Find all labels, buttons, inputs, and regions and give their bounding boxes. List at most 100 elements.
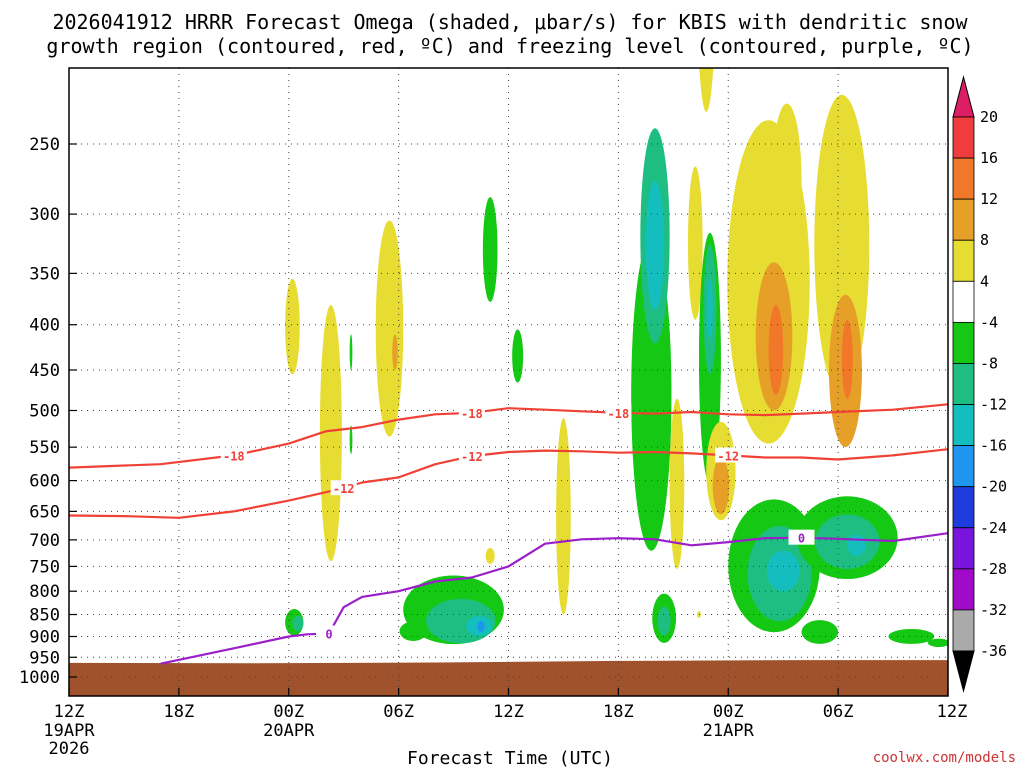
- colorbar-label-4: 4: [980, 272, 989, 290]
- xtick-label-48: 12Z: [937, 702, 968, 722]
- omega-region-22: [657, 606, 671, 636]
- xtick-year-0: 2026: [49, 739, 90, 759]
- dgz-label--12-1: -12: [461, 450, 483, 464]
- ytick-label-700: 700: [29, 531, 60, 551]
- omega-region-12: [477, 621, 485, 632]
- omega-region-15: [512, 329, 524, 383]
- colorbar-label-10: -24: [980, 519, 1007, 537]
- ytick-label-250: 250: [29, 135, 60, 155]
- xtick-label-18: 06Z: [383, 702, 414, 722]
- dgz-label--12-1-bg: [458, 448, 485, 464]
- colorbar-box-0: [952, 116, 975, 159]
- ytick-label-950: 950: [29, 648, 60, 668]
- xtick-label-6: 18Z: [164, 702, 195, 722]
- colorbar-box-1: [952, 157, 975, 200]
- chart-title-line1: 2026041912 HRRR Forecast Omega (shaded, …: [52, 10, 968, 34]
- omega-region-31: [768, 304, 784, 395]
- ytick-label-300: 300: [29, 205, 60, 225]
- colorbar-box-8: [952, 445, 975, 488]
- dgz-label--18-0-bg: [220, 447, 247, 463]
- xtick-label-30: 18Z: [603, 702, 634, 722]
- dgz-label--18-1-bg: [458, 404, 485, 420]
- credit-text: coolwx.com/models: [873, 750, 1016, 766]
- dgz-contour--12: [69, 448, 948, 519]
- omega-region-13: [482, 197, 498, 302]
- x-axis-label: Forecast Time (UTC): [407, 748, 613, 768]
- colorbar-label-8: -16: [980, 437, 1007, 455]
- omega-region-7: [292, 615, 304, 632]
- contour-labels: -18 -18 -18 -12 -12 -12 0 0: [220, 404, 815, 641]
- ytick-label-600: 600: [29, 472, 60, 492]
- ytick-label-550: 550: [29, 438, 60, 458]
- freezing-label-1: 0: [798, 532, 805, 546]
- xtick-date-12: 20APR: [263, 721, 315, 741]
- chart-title-line2: growth region (contoured, red, ºC) and f…: [46, 34, 973, 58]
- omega-shading: [285, 68, 948, 648]
- colorbar-box-5: [952, 321, 975, 364]
- ytick-label-500: 500: [29, 402, 60, 422]
- ytick-label-650: 650: [29, 502, 60, 522]
- omega-region-44: [888, 628, 935, 644]
- omega-region-28: [712, 457, 730, 515]
- colorbar-label-12: -32: [980, 601, 1007, 619]
- colorbar-label-0: 20: [980, 108, 998, 126]
- omega-region-0: [285, 278, 300, 375]
- omega-region-4: [349, 334, 353, 370]
- omega-region-14: [485, 548, 495, 564]
- ytick-label-400: 400: [29, 316, 60, 336]
- colorbar-label-11: -28: [980, 560, 1007, 578]
- grid-lines: [69, 68, 948, 696]
- colorbar-label-9: -20: [980, 478, 1007, 496]
- freezing-label-1-bg: [788, 529, 815, 545]
- omega-region-43: [801, 620, 839, 644]
- xtick-date-36: 21APR: [703, 721, 755, 741]
- colorbar-top-arrow: [952, 75, 975, 118]
- dgz-contour--18: [69, 403, 948, 469]
- omega-region-23: [687, 166, 703, 320]
- dgz-label--12-0-bg: [330, 480, 357, 496]
- omega-region-16: [556, 418, 571, 615]
- colorbar-label-2: 12: [980, 190, 998, 208]
- colorbar-box-9: [952, 486, 975, 529]
- xtick-label-36: 00Z: [713, 702, 744, 722]
- terrain-surface: [69, 660, 948, 696]
- colorbar-bottom-arrow: [952, 650, 975, 693]
- dgz-label--18-2-bg: [605, 404, 632, 420]
- terrain-fill: [69, 660, 948, 696]
- colorbar-box-12: [952, 609, 975, 652]
- dgz-label--12-2: -12: [717, 449, 739, 463]
- colorbar-label-13: -36: [980, 642, 1007, 660]
- xtick-date-0: 19APR: [43, 721, 95, 741]
- ytick-label-350: 350: [29, 264, 60, 284]
- omega-region-19: [645, 180, 665, 311]
- omega-region-46: [697, 611, 701, 618]
- ytick-label-450: 450: [29, 361, 60, 381]
- omega-region-41: [815, 514, 880, 569]
- omega-region-32: [772, 103, 802, 257]
- dgz-label--18-2: -18: [608, 407, 630, 421]
- omega-region-3: [392, 334, 398, 370]
- omega-region-5: [349, 425, 353, 455]
- xtick-label-24: 12Z: [493, 702, 524, 722]
- colorbar-box-11: [952, 568, 975, 611]
- dgz-label--12-0: -12: [333, 482, 355, 496]
- freezing-label-0-bg: [316, 625, 343, 641]
- ytick-label-800: 800: [29, 582, 60, 602]
- plot-frame: [68, 67, 949, 697]
- colorbar: 20 16 12 8 4 -4 -8 -12 -16 -20 -24 -28 -32 -36: [952, 75, 1007, 693]
- xtick-label-42: 06Z: [823, 702, 854, 722]
- omega-region-36: [699, 68, 714, 112]
- dgz-label--18-0: -18: [223, 449, 245, 463]
- omega-region-20: [669, 398, 685, 569]
- colorbar-box-3: [952, 239, 975, 282]
- colorbar-box-2: [952, 198, 975, 241]
- colorbar-label-3: 8: [980, 231, 989, 249]
- colorbar-label-6: -8: [980, 354, 998, 372]
- colorbar-label-7: -12: [980, 396, 1007, 414]
- omega-region-2: [375, 220, 404, 437]
- freezing-label-0: 0: [325, 627, 332, 641]
- colorbar-box-7: [952, 404, 975, 447]
- y-axis-ticks: 2503003504004505005506006507007508008509…: [19, 135, 77, 688]
